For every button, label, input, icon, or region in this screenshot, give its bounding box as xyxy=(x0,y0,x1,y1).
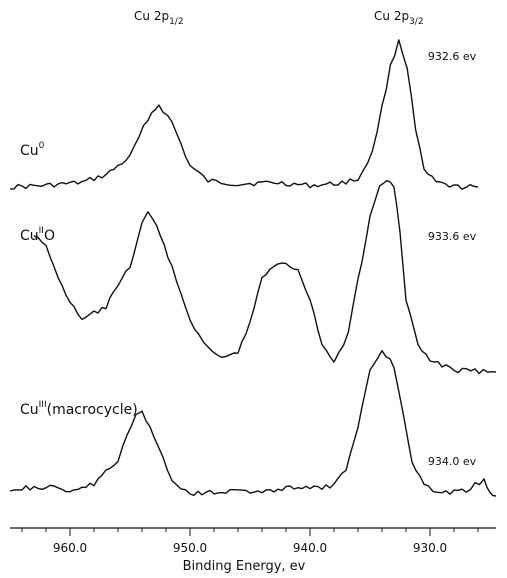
x-tick-label: 940.0 xyxy=(293,541,327,555)
series-label: CuIIO xyxy=(20,226,55,244)
x-axis-title: Binding Energy, ev xyxy=(183,559,306,574)
series-label-suffix: (macrocycle) xyxy=(47,402,138,418)
peak-title-sub: 1/2 xyxy=(169,17,183,27)
series-label-superscript: II xyxy=(39,226,44,236)
peak-title-base: Cu 2p xyxy=(134,9,169,23)
spectrum-line xyxy=(10,39,479,190)
peak-title: Cu 2p1/2 xyxy=(134,9,184,27)
peak-energy-label: 933.6 ev xyxy=(428,230,477,243)
series-label-base: Cu xyxy=(20,143,39,159)
x-tick-label: 960.0 xyxy=(53,541,87,555)
series-label-base: Cu xyxy=(20,402,39,418)
peak-energy-label: 932.6 ev xyxy=(428,50,477,63)
x-tick-label: 950.0 xyxy=(173,541,207,555)
x-tick-label: 930.0 xyxy=(413,541,447,555)
peak-title: Cu 2p3/2 xyxy=(374,9,424,27)
spectrum-line xyxy=(9,350,497,497)
spectrum-series: Cu0 932.6 ev xyxy=(10,39,479,190)
series-label-superscript: 0 xyxy=(39,141,45,151)
series-label-base: Cu xyxy=(20,228,39,244)
series-label: Cu0 xyxy=(20,141,45,159)
series-label: CuIII(macrocycle) xyxy=(20,400,138,418)
peak-energy-label: 934.0 ev xyxy=(428,455,477,468)
spectrum-line xyxy=(33,180,497,375)
peak-titles: Cu 2p1/2 Cu 2p3/2 xyxy=(134,9,424,27)
spectrum-series: CuIIO 933.6 ev xyxy=(20,180,497,375)
series-label-suffix: O xyxy=(44,228,55,244)
peak-title-sub: 3/2 xyxy=(409,17,423,27)
peak-title-base: Cu 2p xyxy=(374,9,409,23)
x-axis: 960.0 950.0 940.0 930.0 xyxy=(10,527,496,555)
spectrum-series: CuIII(macrocycle) 934.0 ev xyxy=(9,350,497,497)
series-label-superscript: III xyxy=(39,400,47,410)
